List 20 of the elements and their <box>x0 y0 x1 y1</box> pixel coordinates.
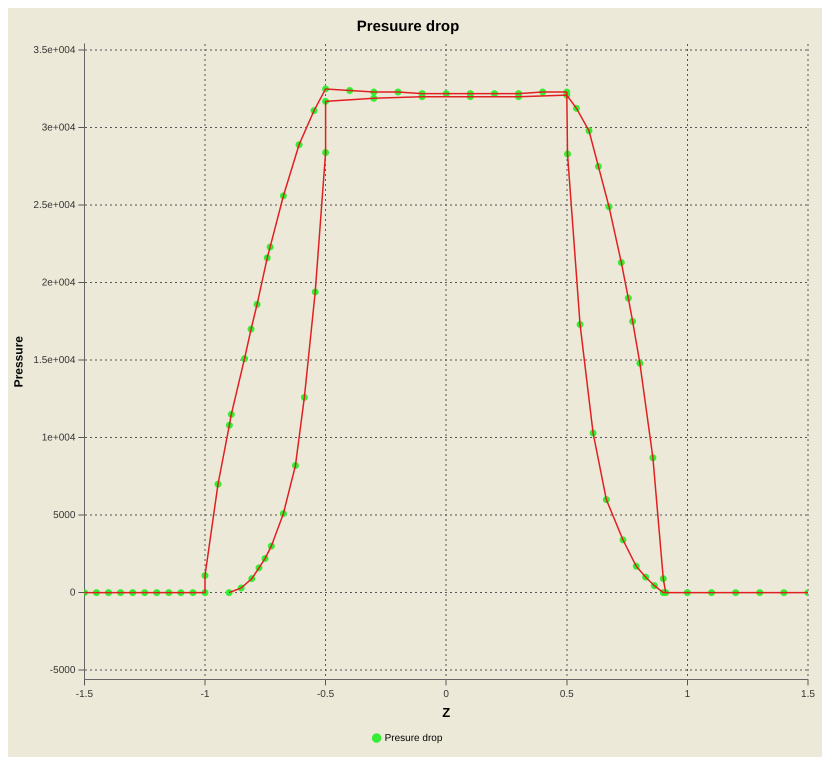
x-tick-label: 1.5 <box>801 689 816 700</box>
x-tick-label: 0.5 <box>560 689 574 700</box>
x-tick-label: -1.5 <box>76 689 94 700</box>
y-axis-title: Pressure <box>12 336 26 388</box>
x-tick-label: 0 <box>443 689 450 700</box>
y-tick-label: 5000 <box>53 510 76 521</box>
y-tick-label: 1e+004 <box>42 432 76 444</box>
x-axis-title: Z <box>442 704 450 720</box>
chart-title: Presuure drop <box>356 18 460 36</box>
y-tick-label: 2e+004 <box>42 277 76 288</box>
legend-label: Presure drop <box>384 732 443 744</box>
y-tick-label: 2.5e+004 <box>33 200 76 211</box>
y-tick-label: 3e+004 <box>42 122 76 134</box>
y-tick-label: 1.5e+004 <box>33 354 76 366</box>
y-tick-label: 3.5e+004 <box>33 44 76 56</box>
y-tick-label: 0 <box>70 587 76 598</box>
y-tick-label: -5000 <box>50 664 76 676</box>
x-tick-label: 1 <box>684 689 691 700</box>
x-tick-label: -0.5 <box>316 689 335 700</box>
x-tick-label: -1 <box>200 689 210 700</box>
